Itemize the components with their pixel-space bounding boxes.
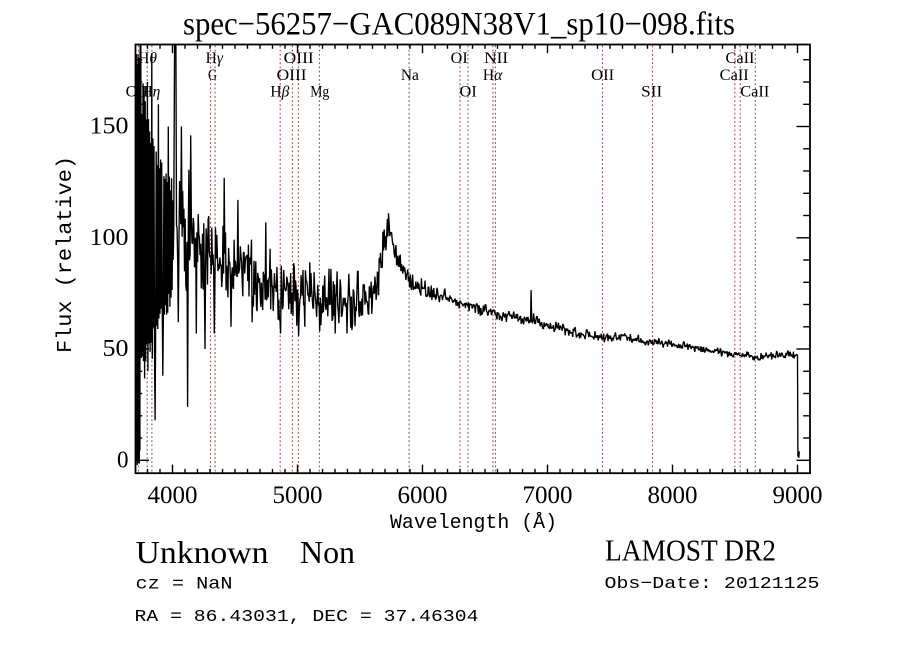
svg-text:Hβ: Hβ bbox=[270, 84, 289, 101]
svg-text:OII: OII bbox=[126, 84, 149, 101]
svg-text:RA = 86.43031, DEC = 37.4630: RA = 86.43031, DEC = 37.46304 bbox=[135, 608, 479, 627]
svg-text:SII: SII bbox=[641, 84, 662, 101]
svg-text:LAMOST DR2: LAMOST DR2 bbox=[605, 533, 776, 568]
svg-text:OI: OI bbox=[451, 50, 468, 67]
svg-text:5000: 5000 bbox=[273, 482, 323, 509]
svg-text:9000: 9000 bbox=[773, 482, 823, 509]
svg-text:6000: 6000 bbox=[398, 482, 448, 509]
svg-text:OII: OII bbox=[591, 67, 614, 84]
svg-text:Hγ: Hγ bbox=[206, 50, 224, 67]
svg-text:7000: 7000 bbox=[523, 482, 573, 509]
svg-text:Hθ: Hθ bbox=[138, 50, 157, 67]
svg-text:OIII: OIII bbox=[284, 50, 314, 67]
svg-text:Na: Na bbox=[401, 67, 419, 84]
svg-text:CaII: CaII bbox=[720, 67, 749, 84]
svg-text:Obs−Date: 20121125: Obs−Date: 20121125 bbox=[605, 575, 820, 594]
svg-text:Flux (relative): Flux (relative) bbox=[55, 156, 78, 353]
svg-text:8000: 8000 bbox=[648, 482, 698, 509]
svg-text:Unknown: Unknown bbox=[136, 535, 269, 570]
svg-text:0: 0 bbox=[117, 448, 129, 474]
svg-text:OI: OI bbox=[460, 84, 477, 101]
svg-text:spec−56257−GAC089N38V1_sp10−09: spec−56257−GAC089N38V1_sp10−098.fits bbox=[183, 7, 735, 43]
svg-text:Hη: Hη bbox=[141, 84, 160, 101]
svg-text:OIII: OIII bbox=[277, 67, 307, 84]
svg-text:cz = NaN: cz = NaN bbox=[136, 575, 233, 595]
svg-text:CaII: CaII bbox=[740, 84, 769, 101]
svg-text:Mg: Mg bbox=[310, 84, 329, 101]
svg-text:Wavelength (Å): Wavelength (Å) bbox=[390, 512, 557, 535]
svg-text:CaII: CaII bbox=[726, 50, 755, 67]
svg-text:4000: 4000 bbox=[148, 482, 198, 509]
svg-text:50: 50 bbox=[103, 336, 129, 362]
svg-text:100: 100 bbox=[90, 225, 129, 251]
svg-text:G: G bbox=[208, 67, 217, 84]
svg-text:NII: NII bbox=[484, 50, 508, 67]
svg-text:Hα: Hα bbox=[483, 67, 503, 84]
svg-text:Non: Non bbox=[300, 535, 355, 570]
svg-text:150: 150 bbox=[90, 114, 129, 140]
